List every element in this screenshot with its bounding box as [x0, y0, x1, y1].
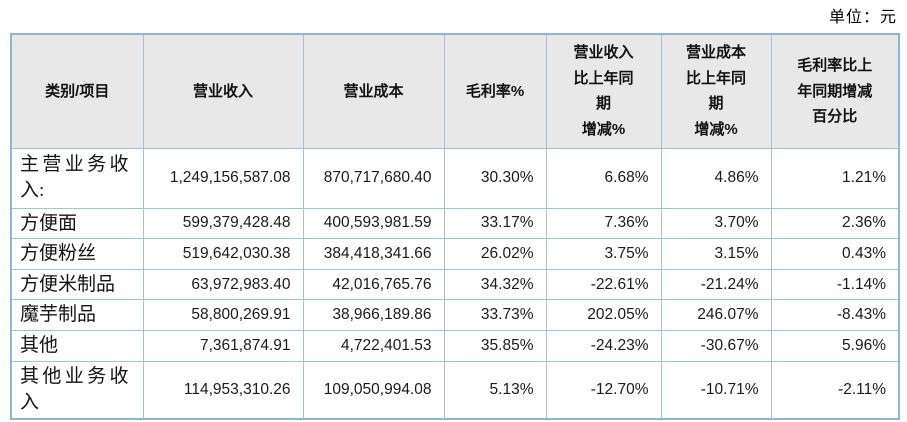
cost-cell: 384,418,341.66 — [302, 238, 445, 270]
table-row-instant-noodles: 方便面 599,379,428.48 400,593,981.59 33.17%… — [10, 207, 900, 240]
cost-cell: 42,016,765.76 — [302, 268, 445, 301]
margin-cell: 33.17% — [443, 207, 547, 240]
revenue-cell: 63,972,983.40 — [142, 268, 304, 301]
revenue-change-cell: 6.68% — [545, 147, 662, 209]
margin-change-cell: 5.96% — [770, 330, 900, 362]
category-cell: 方便米制品 — [10, 268, 144, 301]
column-header-revenue: 营业收入 — [142, 33, 304, 149]
revenue-change-cell: -22.61% — [545, 268, 662, 301]
category-cell: 其他业务收入 — [10, 360, 144, 420]
margin-cell: 34.32% — [443, 268, 547, 301]
financial-table: 类别/项目 营业收入 营业成本 毛利率% 营业收入 比上年同 期 增减% 营业成… — [10, 33, 900, 421]
table-row-konjac-products: 魔芋制品 58,800,269.91 38,966,189.86 33.73% … — [10, 299, 900, 332]
unit-label: 单位：元 — [828, 9, 897, 26]
margin-cell: 30.30% — [443, 147, 547, 209]
revenue-cell: 1,249,156,587.08 — [142, 147, 304, 209]
margin-change-cell: -1.14% — [770, 268, 900, 301]
category-cell: 方便粉丝 — [10, 238, 144, 270]
cost-cell: 870,717,680.40 — [302, 147, 445, 209]
column-header-category: 类别/项目 — [10, 33, 144, 149]
revenue-change-cell: -12.70% — [545, 360, 662, 420]
revenue-cell: 599,379,428.48 — [142, 207, 304, 240]
cost-cell: 38,966,189.86 — [302, 299, 445, 332]
category-cell: 方便面 — [10, 207, 144, 240]
margin-change-cell: -8.43% — [770, 299, 900, 332]
table-row-main-business: 主营业务收入: 1,249,156,587.08 870,717,680.40 … — [10, 147, 900, 209]
revenue-change-cell: 202.05% — [545, 299, 662, 332]
revenue-cell: 519,642,030.38 — [142, 238, 304, 270]
revenue-cell: 7,361,874.91 — [142, 330, 304, 362]
cost-change-cell: -10.71% — [660, 360, 772, 420]
margin-change-cell: 0.43% — [770, 238, 900, 270]
category-cell: 主营业务收入: — [10, 147, 144, 209]
table-row-instant-rice-products: 方便米制品 63,972,983.40 42,016,765.76 34.32%… — [10, 268, 900, 301]
margin-change-cell: 2.36% — [770, 207, 900, 240]
column-header-gross-margin: 毛利率% — [443, 33, 547, 149]
table-row-instant-vermicelli: 方便粉丝 519,642,030.38 384,418,341.66 26.02… — [10, 238, 900, 270]
cost-change-cell: -30.67% — [660, 330, 772, 362]
cost-change-cell: -21.24% — [660, 268, 772, 301]
column-header-revenue-change: 营业收入 比上年同 期 增减% — [545, 33, 662, 149]
cost-change-cell: 3.70% — [660, 207, 772, 240]
table-row-other: 其他 7,361,874.91 4,722,401.53 35.85% -24.… — [10, 330, 900, 362]
cost-cell: 400,593,981.59 — [302, 207, 445, 240]
revenue-change-cell: -24.23% — [545, 330, 662, 362]
table-body: 主营业务收入: 1,249,156,587.08 870,717,680.40 … — [10, 147, 900, 420]
margin-cell: 33.73% — [443, 299, 547, 332]
margin-cell: 5.13% — [443, 360, 547, 420]
margin-change-cell: -2.11% — [770, 360, 900, 420]
revenue-cell: 58,800,269.91 — [142, 299, 304, 332]
category-cell: 其他 — [10, 330, 144, 362]
revenue-cell: 114,953,310.26 — [142, 360, 304, 420]
cost-change-cell: 3.15% — [660, 238, 772, 270]
cost-change-cell: 4.86% — [660, 147, 772, 209]
table-row-other-business-income: 其他业务收入 114,953,310.26 109,050,994.08 5.1… — [10, 360, 900, 420]
cost-cell: 4,722,401.53 — [302, 330, 445, 362]
category-cell: 魔芋制品 — [10, 299, 144, 332]
table-header: 类别/项目 营业收入 营业成本 毛利率% 营业收入 比上年同 期 增减% 营业成… — [10, 33, 900, 149]
cost-cell: 109,050,994.08 — [302, 360, 445, 420]
column-header-cost-change: 营业成本 比上年同 期 增减% — [660, 33, 772, 149]
column-header-margin-change: 毛利率比上 年同期增减 百分比 — [770, 33, 900, 149]
revenue-change-cell: 7.36% — [545, 207, 662, 240]
revenue-change-cell: 3.75% — [545, 238, 662, 270]
margin-cell: 26.02% — [443, 238, 547, 270]
cost-change-cell: 246.07% — [660, 299, 772, 332]
column-header-cost: 营业成本 — [302, 33, 445, 149]
margin-cell: 35.85% — [443, 330, 547, 362]
margin-change-cell: 1.21% — [770, 147, 900, 209]
header-row: 类别/项目 营业收入 营业成本 毛利率% 营业收入 比上年同 期 增减% 营业成… — [10, 33, 900, 149]
